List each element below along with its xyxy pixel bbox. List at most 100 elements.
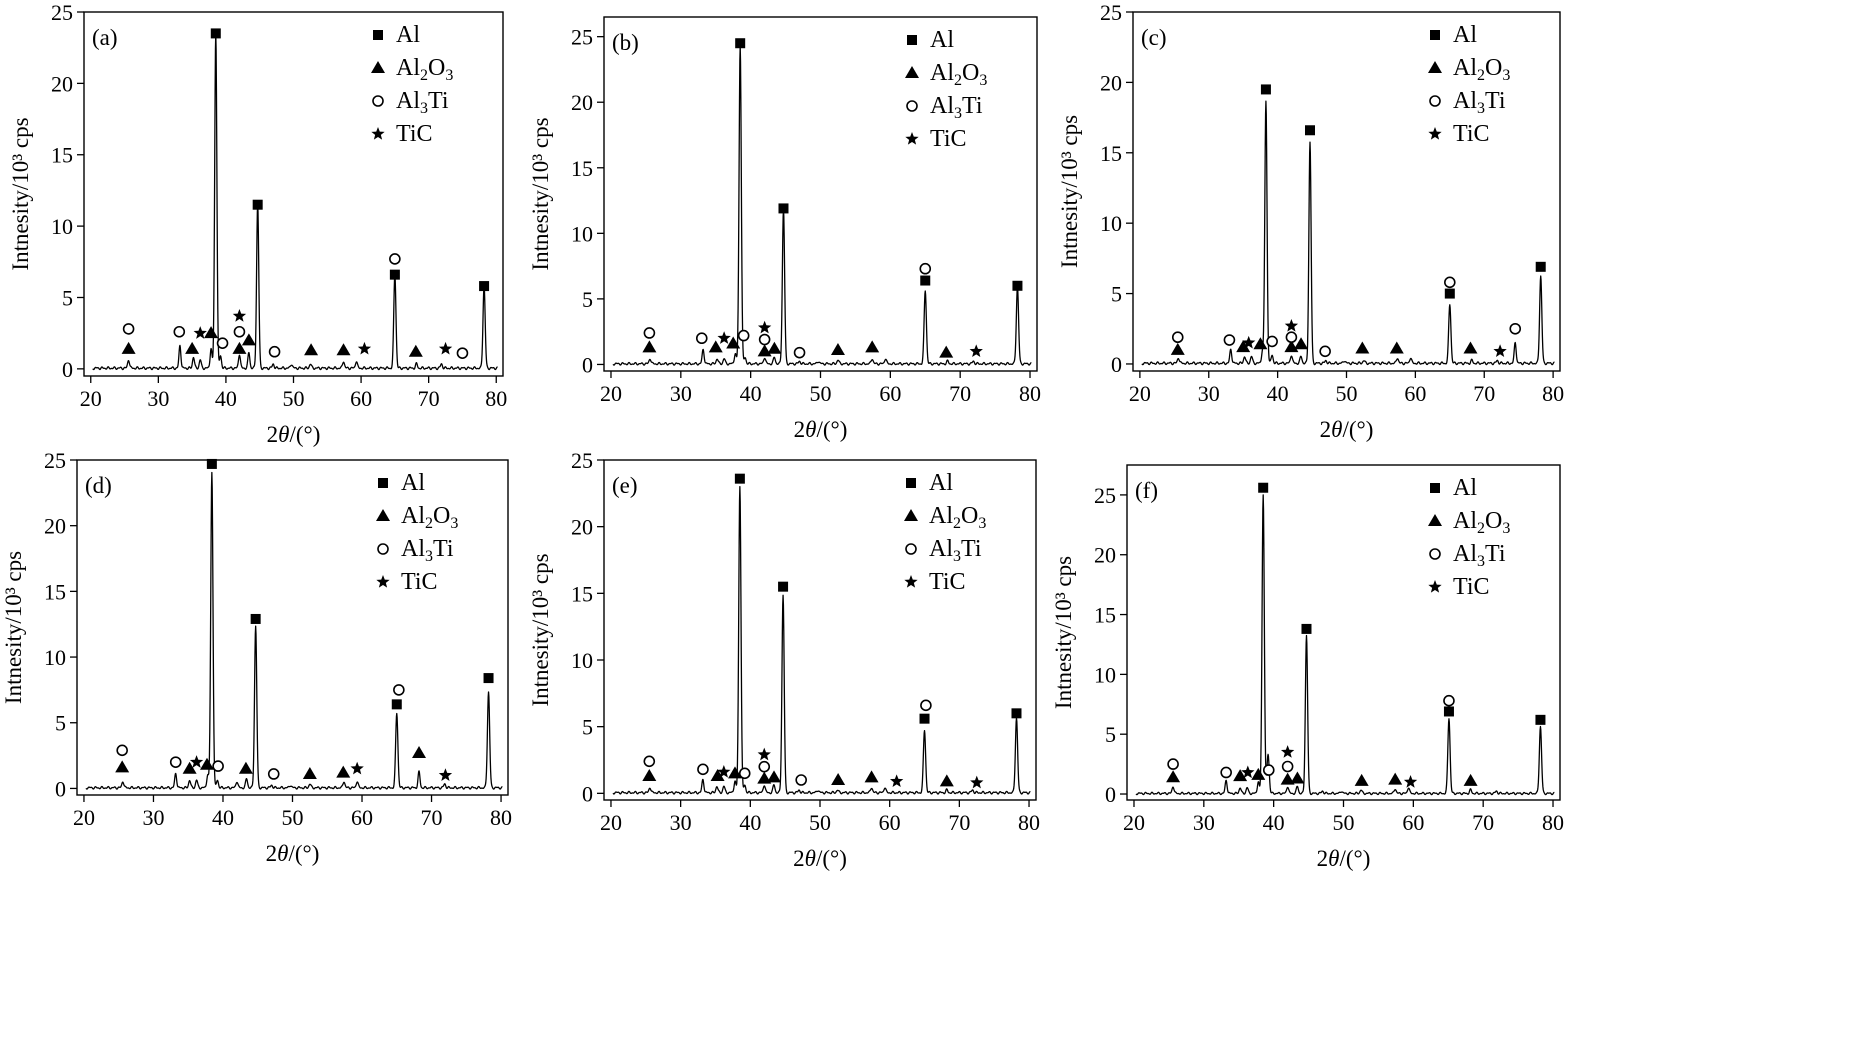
y-tick-label: 25 (1094, 483, 1116, 508)
phase-marker-al3ti (1444, 276, 1456, 289)
x-tick-label: 60 (879, 381, 901, 406)
legend-marker-al2o3 (1428, 514, 1442, 526)
x-tick-label: 60 (350, 386, 372, 411)
phase-marker-al (391, 699, 402, 710)
phase-marker-al2o3 (1463, 773, 1478, 786)
phase-marker-al3ti (1509, 322, 1522, 335)
legend-marker-al2o3 (376, 509, 390, 521)
phase-marker-al3ti (795, 774, 807, 786)
phase-marker-al2o3 (1355, 341, 1370, 354)
panel-label: (c) (1141, 25, 1167, 50)
y-tick-label: 15 (571, 581, 593, 606)
legend-marker-al2o3 (1428, 61, 1442, 73)
xrd-trace (92, 32, 498, 371)
x-axis-label: 2θ/(°) (793, 846, 847, 871)
legend-label-al: Al (1453, 22, 1477, 48)
phase-marker-al2o3 (767, 341, 782, 354)
phase-marker-tic (1242, 335, 1256, 349)
legend-marker-al3ti (1429, 548, 1441, 560)
phase-marker-al (210, 28, 221, 39)
phase-marker-al2o3 (865, 340, 880, 353)
legend-marker-al (378, 478, 388, 488)
x-tick-label: 40 (1263, 810, 1285, 835)
y-axis-label: Intnesity/10³ cps (528, 553, 553, 706)
xrd-trace (85, 471, 503, 790)
phase-marker-al2o3 (1389, 341, 1404, 354)
legend-marker-al (373, 30, 383, 40)
phase-marker-al3ti (389, 253, 401, 265)
panel-label: (d) (85, 473, 112, 498)
phase-marker-al2o3 (767, 770, 782, 783)
phase-marker-al (920, 275, 931, 286)
phase-marker-al2o3 (1251, 767, 1266, 780)
phase-marker-al (1258, 482, 1269, 493)
xrd-trace (1135, 494, 1555, 796)
phase-marker-al2o3 (642, 769, 657, 781)
phase-marker-al2o3 (336, 765, 351, 778)
legend-label-al2o3: Al2O3 (929, 503, 986, 532)
phase-marker-al2o3 (708, 340, 723, 353)
legend-marker-tic (376, 575, 390, 588)
phase-marker-tic (1493, 344, 1507, 357)
legend-label-tic: TiC (929, 569, 966, 595)
legend-label-al: Al (401, 470, 425, 496)
legend-label-al: Al (1453, 475, 1477, 501)
legend-marker-al3ti (377, 543, 389, 555)
chart-panel: 20 30 40 50 60 70 80 0 5 10 15 20 25 2θ/(°) Intnesity/… (528, 448, 1040, 871)
x-tick-label: 80 (485, 386, 507, 411)
y-tick-label: 25 (51, 0, 73, 25)
phase-marker-tic (969, 344, 983, 357)
y-tick-label: 5 (1111, 282, 1122, 307)
phase-marker-al (1444, 288, 1455, 299)
legend-marker-tic (371, 127, 385, 140)
y-tick-label: 0 (62, 357, 73, 382)
xrd-trace (1141, 100, 1555, 366)
phase-marker-al3ti (1266, 335, 1278, 348)
phase-marker-tic (717, 765, 731, 778)
phase-marker-al2o3 (1354, 773, 1369, 786)
phase-marker-al3ti (267, 768, 280, 780)
legend-label-al3ti: Al3Ti (930, 93, 983, 122)
x-tick-label: 50 (283, 386, 305, 411)
x-tick-label: 70 (1472, 810, 1494, 835)
x-tick-label: 50 (1333, 810, 1355, 835)
y-tick-label: 5 (582, 715, 593, 740)
legend-marker-al3ti (372, 95, 384, 107)
legend-marker-al (907, 35, 917, 45)
y-tick-label: 15 (571, 156, 593, 181)
phase-marker-tic (1284, 318, 1299, 332)
y-tick-label: 20 (571, 90, 593, 115)
x-tick-label: 50 (809, 810, 831, 835)
phase-marker-tic (970, 775, 984, 789)
phase-marker-al (734, 473, 745, 484)
phase-marker-al (778, 581, 789, 592)
x-tick-label: 70 (418, 386, 440, 411)
phase-marker-al3ti (122, 323, 135, 335)
legend-label-tic: TiC (1453, 121, 1490, 147)
y-tick-label: 25 (1100, 0, 1122, 25)
phase-marker-al3ti (393, 684, 405, 696)
x-tick-label: 60 (1404, 381, 1426, 406)
y-tick-label: 5 (55, 711, 66, 736)
legend-label-al3ti: Al3Ti (401, 536, 454, 565)
y-tick-label: 20 (1094, 543, 1116, 568)
phase-marker-tic (757, 747, 771, 761)
x-tick-label: 50 (282, 805, 304, 830)
phase-marker-al3ti (233, 325, 246, 338)
phase-marker-tic (438, 341, 453, 355)
phase-marker-al2o3 (408, 344, 423, 357)
x-tick-label: 70 (949, 381, 971, 406)
x-tick-label: 40 (739, 810, 761, 835)
x-tick-label: 50 (1336, 381, 1358, 406)
phase-marker-al2o3 (182, 761, 197, 774)
panel-label: (e) (612, 473, 638, 498)
panel-label: (f) (1135, 478, 1158, 503)
phase-marker-al2o3 (1253, 337, 1268, 350)
phase-marker-al2o3 (1294, 337, 1309, 350)
x-tick-label: 20 (600, 381, 622, 406)
legend-marker-al3ti (905, 543, 917, 555)
legend-label-tic: TiC (396, 121, 433, 147)
phase-marker-al2o3 (939, 774, 954, 787)
legend-label-al3ti: Al3Ti (1453, 541, 1506, 570)
phase-marker-al2o3 (939, 345, 954, 358)
